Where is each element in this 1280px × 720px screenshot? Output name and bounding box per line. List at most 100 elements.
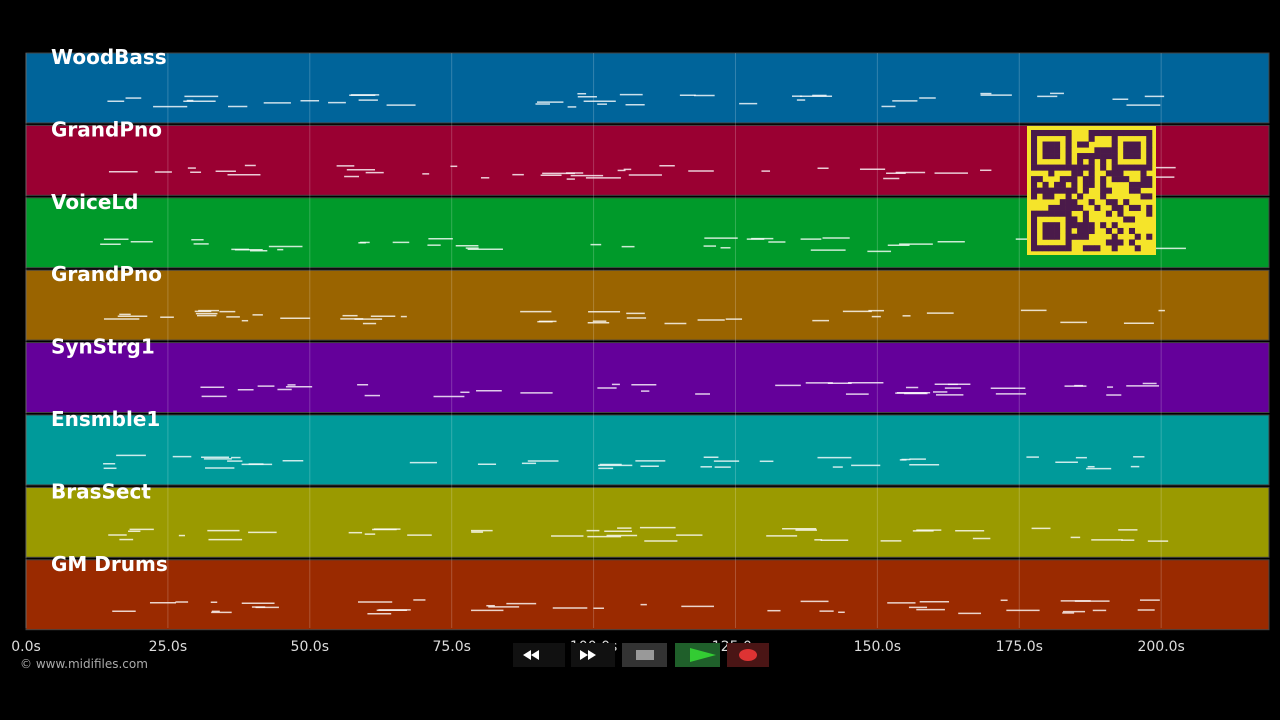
qr-cell (1071, 233, 1078, 240)
qr-cell (1111, 233, 1118, 240)
qr-cell (1105, 170, 1112, 177)
track-name: GM Drums (51, 552, 168, 576)
qr-cell (1094, 245, 1101, 252)
qr-cell (1059, 210, 1066, 217)
qr-cell (1048, 222, 1055, 229)
qr-cell (1088, 164, 1095, 171)
qr-cell (1146, 153, 1153, 160)
qr-cell (1065, 239, 1072, 246)
qr-cell (1100, 164, 1107, 171)
qr-cell (1128, 181, 1136, 188)
qr-cell (1054, 187, 1061, 194)
qr-cell (1117, 176, 1124, 183)
qr-cell (1146, 176, 1153, 183)
qr-cell (1054, 245, 1061, 252)
qr-cell (1054, 153, 1061, 160)
qr-cell (1031, 135, 1038, 142)
qr-cell (1031, 158, 1038, 165)
qr-cell (1128, 147, 1136, 154)
qr-cell (1031, 239, 1038, 246)
qr-cell (1048, 187, 1055, 194)
track-row (25, 269, 1270, 341)
stop-icon (636, 650, 654, 660)
qr-cell (1065, 130, 1072, 137)
qr-cell (1082, 222, 1089, 229)
qr-cell (1031, 227, 1038, 235)
qr-cell (1146, 233, 1153, 240)
qr-cell (1042, 187, 1049, 194)
qr-cell (1146, 181, 1153, 188)
qr-cell (1123, 153, 1130, 160)
rewind-icon (523, 650, 539, 660)
qr-cell (1111, 135, 1118, 142)
qr-cell (1134, 245, 1141, 252)
qr-cell (1077, 227, 1084, 235)
qr-cell (1065, 193, 1072, 200)
qr-cell (1146, 210, 1153, 217)
qr-cell (1071, 181, 1078, 188)
x-tick-label: 150.0s (854, 639, 901, 655)
qr-cell (1054, 130, 1061, 137)
qr-cell (1031, 245, 1038, 252)
qr-cell (1048, 233, 1055, 240)
qr-cell (1117, 239, 1124, 246)
qr-cell (1105, 153, 1112, 160)
track-name: Ensmble1 (51, 407, 160, 431)
qr-cell (1128, 141, 1136, 148)
forward-icon (580, 650, 596, 660)
qr-cell (1134, 187, 1141, 194)
qr-cell (1100, 181, 1107, 188)
qr-cell (1117, 130, 1124, 137)
qr-cell (1128, 153, 1136, 160)
qr-cell (1031, 187, 1038, 194)
qr-cell (1059, 204, 1066, 211)
qr-cell (1082, 216, 1089, 223)
qr-cell (1117, 170, 1124, 177)
qr-cell (1082, 176, 1089, 183)
track-row (25, 559, 1270, 631)
qr-cell (1065, 245, 1072, 252)
qr-cell (1048, 153, 1055, 160)
qr-cell (1077, 222, 1084, 229)
qr-cell (1054, 141, 1061, 148)
qr-cell (1146, 135, 1153, 142)
qr-cell (1036, 130, 1043, 137)
qr-cell (1077, 204, 1084, 211)
qr-cell (1128, 204, 1136, 211)
qr-cell (1140, 130, 1147, 137)
qr-cell (1140, 170, 1147, 177)
qr-cell (1128, 216, 1136, 223)
qr-cell (1048, 164, 1055, 171)
qr-cell (1042, 181, 1049, 188)
qr-cell (1123, 130, 1130, 137)
qr-cell (1100, 222, 1107, 229)
qr-cell (1105, 130, 1112, 137)
x-tick-label: 50.0s (291, 639, 329, 655)
qr-cell (1128, 164, 1136, 171)
qr-cell (1134, 181, 1141, 188)
qr-cell (1059, 245, 1066, 252)
qr-cell (1082, 164, 1089, 171)
qr-cell (1105, 210, 1112, 217)
qr-cell (1036, 210, 1043, 217)
qr-cell (1094, 147, 1101, 154)
track-name: GrandPno (51, 262, 162, 286)
qr-cell (1105, 147, 1112, 154)
qr-cell (1134, 141, 1141, 148)
qr-cell (1077, 141, 1084, 148)
qr-cell (1059, 130, 1066, 137)
qr-cell (1042, 153, 1049, 160)
x-tick-label: 175.0s (996, 639, 1043, 655)
qr-cell (1042, 245, 1049, 252)
qr-cell (1042, 141, 1049, 148)
qr-cell (1048, 141, 1055, 148)
qr-cell (1140, 193, 1147, 200)
qr-cell (1065, 147, 1072, 154)
qr-cell (1088, 222, 1095, 229)
qr-cell (1031, 222, 1038, 229)
qr-cell (1042, 210, 1049, 217)
qr-cell (1088, 181, 1095, 188)
qr-cell (1048, 170, 1055, 177)
qr-cell (1134, 153, 1141, 160)
qr-cell (1071, 170, 1078, 177)
